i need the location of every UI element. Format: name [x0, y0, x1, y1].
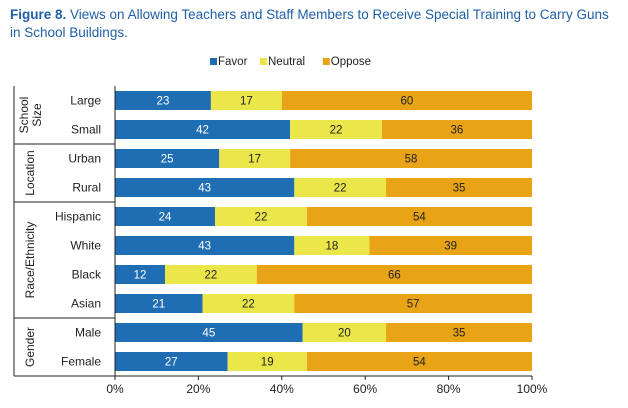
- category-label-hispanic: Hispanic: [55, 210, 101, 224]
- bar-large-oppose: [281, 91, 532, 110]
- x-tick-label-3: 60%: [353, 382, 377, 396]
- category-label-male: Male: [75, 326, 101, 340]
- data-label-hispanic-oppose: 54: [413, 212, 426, 224]
- data-label-small-favor: 42: [196, 125, 209, 137]
- data-label-male-favor: 45: [202, 328, 215, 340]
- bar-female-neutral: [227, 352, 307, 371]
- category-label-large: Large: [70, 94, 101, 108]
- group-label-2: Race/Ethnicity: [23, 222, 37, 299]
- category-label-rural: Rural: [72, 181, 101, 195]
- legend-label-neutral: Neutral: [268, 56, 305, 68]
- data-label-white-neutral: 18: [325, 241, 338, 253]
- x-tick-label-0: 0%: [106, 382, 124, 396]
- category-label-small: Small: [71, 123, 101, 137]
- bar-large-favor: [115, 91, 211, 110]
- data-label-large-oppose: 60: [401, 96, 414, 108]
- bar-rural-favor: [115, 178, 295, 197]
- bar-male-neutral: [302, 323, 387, 342]
- bar-hispanic-favor: [115, 207, 216, 226]
- legend-swatch-oppose: [322, 58, 330, 65]
- data-label-rural-neutral: 22: [334, 183, 347, 195]
- bar-small-oppose: [381, 120, 532, 139]
- x-tick-label-4: 80%: [437, 382, 461, 396]
- data-label-asian-favor: 21: [152, 299, 165, 311]
- bar-male-oppose: [386, 323, 532, 342]
- data-label-black-oppose: 66: [388, 270, 401, 282]
- bar-urban-oppose: [290, 149, 532, 168]
- bar-asian-oppose: [294, 294, 532, 313]
- bar-rural-oppose: [386, 178, 532, 197]
- data-label-small-oppose: 36: [451, 125, 464, 137]
- data-label-hispanic-favor: 24: [159, 212, 172, 224]
- x-tick-label-2: 40%: [270, 382, 294, 396]
- data-label-rural-oppose: 35: [453, 183, 466, 195]
- x-tick-label-1: 20%: [186, 382, 210, 396]
- data-label-large-favor: 23: [157, 96, 170, 108]
- bar-small-favor: [115, 120, 291, 139]
- chart-title: Figure 8. Views on Allowing Teachers and…: [10, 6, 622, 42]
- category-label-female: Female: [61, 355, 101, 369]
- data-label-asian-oppose: 57: [407, 299, 420, 311]
- bar-small-neutral: [290, 120, 382, 139]
- data-label-female-favor: 27: [165, 357, 178, 369]
- data-label-male-neutral: 20: [338, 328, 351, 340]
- bar-female-oppose: [306, 352, 532, 371]
- bar-hispanic-oppose: [306, 207, 532, 226]
- figure-title-text: Views on Allowing Teachers and Staff Mem…: [10, 7, 609, 40]
- bar-black-oppose: [256, 265, 532, 284]
- bar-white-favor: [115, 236, 295, 255]
- bar-hispanic-neutral: [215, 207, 307, 226]
- data-label-black-neutral: 22: [205, 270, 218, 282]
- data-label-black-favor: 12: [134, 270, 147, 282]
- bar-asian-favor: [115, 294, 203, 313]
- bar-female-favor: [115, 352, 228, 371]
- category-label-white: White: [70, 239, 101, 253]
- group-label-1: Location: [23, 150, 37, 195]
- bar-urban-favor: [115, 149, 220, 168]
- category-label-urban: Urban: [68, 152, 101, 166]
- x-tick-label-5: 100%: [517, 382, 548, 396]
- legend-swatch-neutral: [260, 58, 267, 65]
- legend-swatch-favor: [210, 58, 217, 65]
- data-label-white-favor: 43: [198, 241, 211, 253]
- data-label-hispanic-neutral: 22: [255, 212, 268, 224]
- bar-large-neutral: [210, 91, 282, 110]
- category-label-black: Black: [72, 268, 102, 282]
- data-label-large-neutral: 17: [240, 96, 253, 108]
- data-label-male-oppose: 35: [453, 328, 466, 340]
- bar-urban-neutral: [219, 149, 291, 168]
- bar-asian-neutral: [202, 294, 295, 313]
- data-label-small-neutral: 22: [330, 125, 343, 137]
- bar-black-favor: [115, 265, 166, 284]
- legend-label-oppose: Oppose: [331, 56, 371, 68]
- data-label-urban-oppose: 58: [405, 154, 418, 166]
- data-label-female-oppose: 54: [413, 357, 426, 369]
- data-label-white-oppose: 39: [444, 241, 457, 253]
- category-label-asian: Asian: [71, 297, 101, 311]
- bar-white-neutral: [294, 236, 370, 255]
- data-label-urban-favor: 25: [161, 154, 174, 166]
- bar-male-favor: [115, 323, 303, 342]
- bar-white-oppose: [369, 236, 532, 255]
- group-label-3: Gender: [23, 327, 37, 367]
- data-label-rural-favor: 43: [198, 183, 211, 195]
- data-label-urban-neutral: 17: [248, 154, 261, 166]
- figure-label: Figure 8.: [10, 7, 67, 22]
- bar-rural-neutral: [294, 178, 387, 197]
- group-label-0: SchoolSize: [17, 97, 44, 134]
- legend-label-favor: Favor: [218, 56, 248, 68]
- bar-black-neutral: [165, 265, 257, 284]
- data-label-asian-neutral: 22: [242, 299, 255, 311]
- data-label-female-neutral: 19: [261, 357, 274, 369]
